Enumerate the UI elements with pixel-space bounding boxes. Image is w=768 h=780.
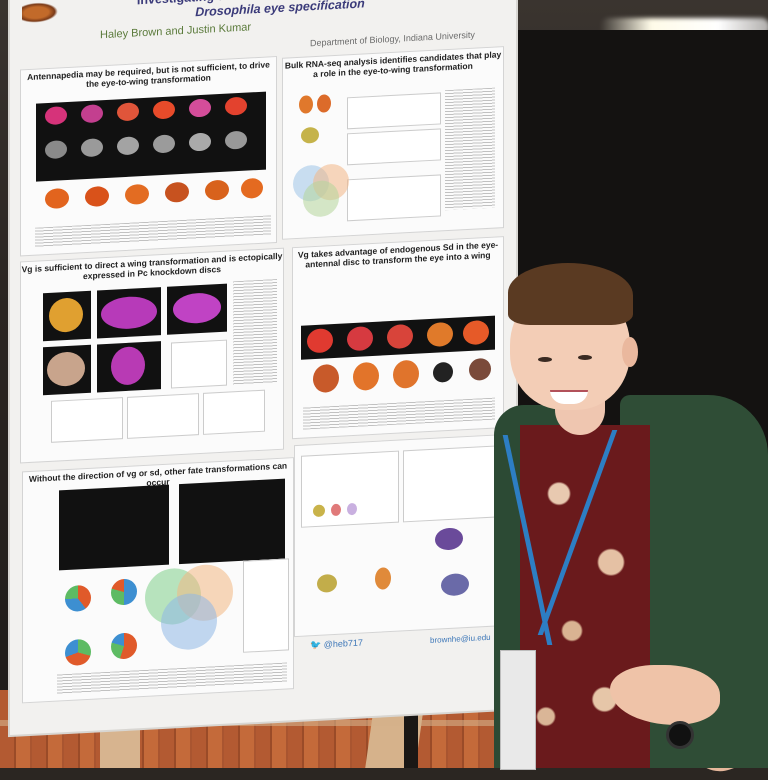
smile: [550, 390, 588, 404]
pie-chart: [65, 584, 91, 613]
panel-heading: Antennapedia may be required, but is not…: [27, 59, 270, 90]
rnaseq-track: [347, 174, 441, 222]
pie-chart: [111, 632, 137, 660]
pie-chart: [111, 578, 137, 606]
pie-chart: [65, 638, 91, 667]
poster-title: Investigating the role of Polycomb repre…: [130, 0, 430, 24]
rnaseq-track: [347, 92, 441, 130]
panel-other-transformations: Without the direction of vg or sd, other…: [22, 457, 294, 704]
twitter-handle: 🐦 @heb717: [310, 637, 363, 651]
panel-vg-sd: Vg takes advantage of endogenous Sd in t…: [292, 236, 504, 440]
research-poster: Investigating the role of Polycomb repre…: [10, 0, 516, 735]
microscopy-grid: [179, 478, 285, 565]
rnaseq-track: [347, 128, 441, 166]
poster-authors: Haley Brown and Justin Kumar: [100, 21, 252, 42]
panel-vg-sufficient: Vg is sufficient to direct a wing transf…: [20, 247, 284, 464]
ear: [622, 337, 638, 367]
eye-left: [538, 357, 552, 362]
expression-track: [51, 397, 123, 443]
poster-affiliation: Department of Biology, Indiana Universit…: [310, 29, 475, 49]
expression-track: [203, 389, 265, 435]
expression-track: [127, 393, 199, 439]
fly-logo: [22, 1, 58, 24]
panel-antennapedia: Antennapedia may be required, but is not…: [20, 56, 277, 257]
panel-heading: Bulk RNA-seq analysis identifies candida…: [284, 49, 502, 80]
name-badge: [500, 650, 536, 770]
panel-heading: Vg takes advantage of endogenous Sd in t…: [297, 239, 499, 270]
twitter-text: @heb717: [323, 637, 363, 650]
hair: [508, 263, 633, 325]
panel-model-diagram: [294, 434, 504, 638]
smartwatch: [666, 721, 694, 749]
microscopy-grid: [59, 484, 169, 571]
presenter: [480, 255, 768, 780]
panel-rnaseq: Bulk RNA-seq analysis identifies candida…: [282, 46, 504, 240]
eye-right: [578, 355, 592, 360]
panel-heading: Vg is sufficient to direct a wing transf…: [21, 250, 283, 282]
